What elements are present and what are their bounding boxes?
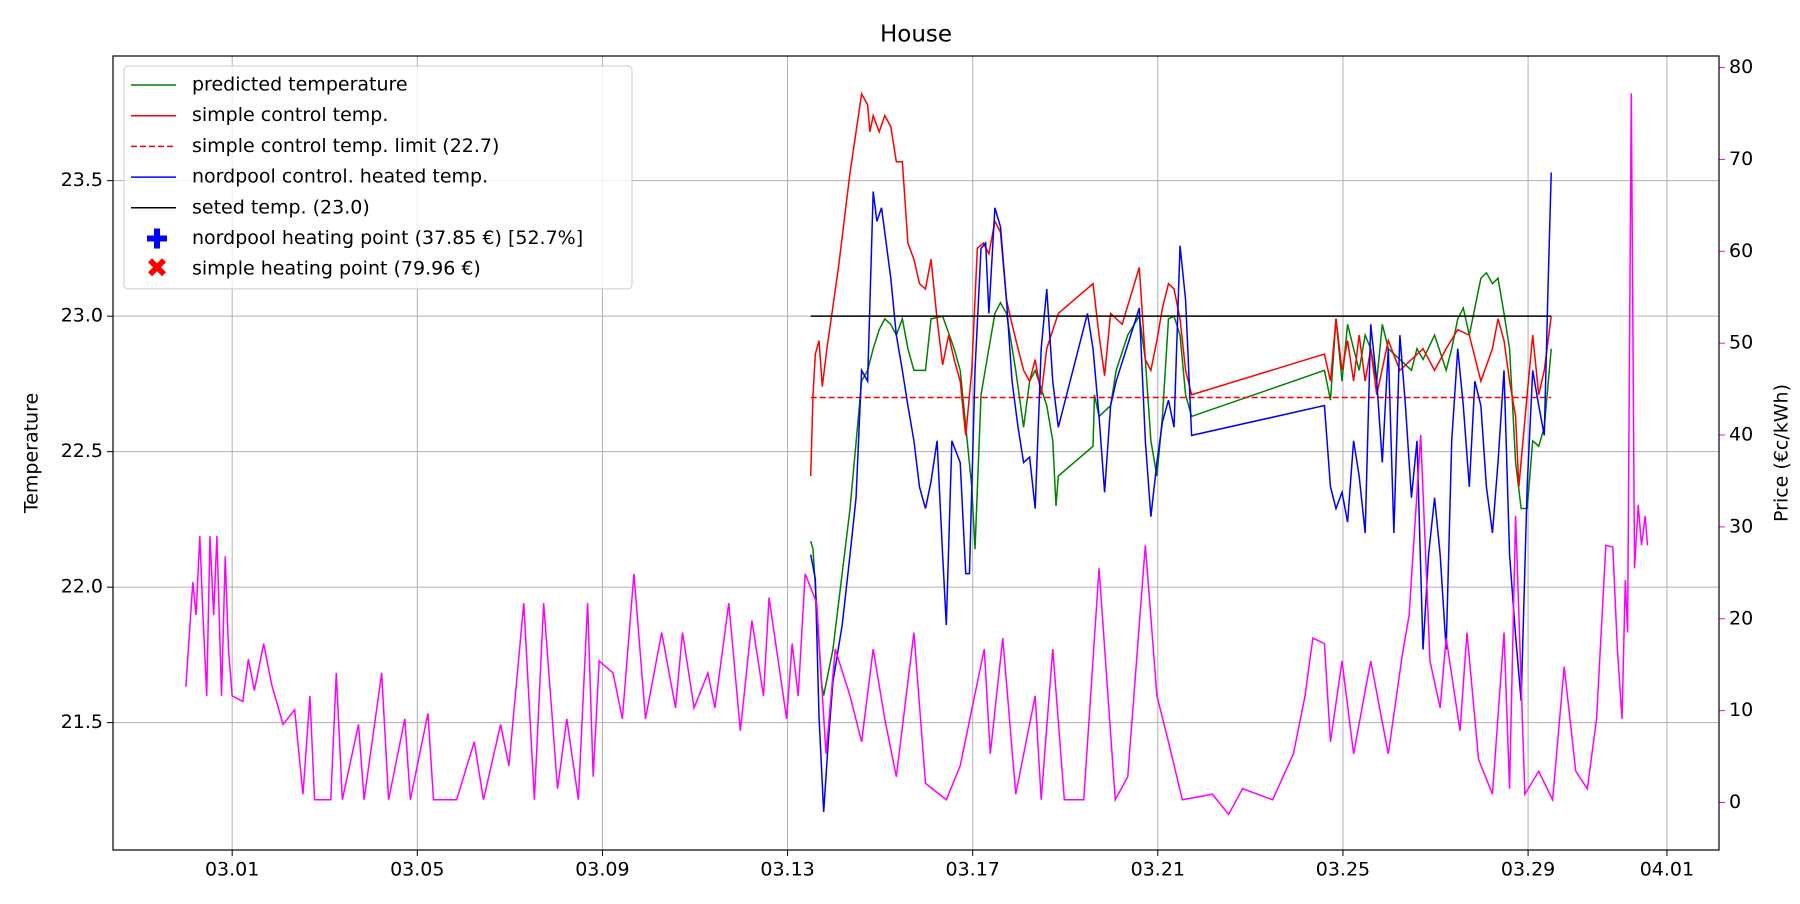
x-tick-label: 03.21 bbox=[1131, 859, 1185, 881]
chart-title: House bbox=[880, 22, 952, 48]
x-tick-label: 03.25 bbox=[1316, 859, 1370, 881]
y-tick-label: 23.5 bbox=[61, 169, 103, 191]
y2-tick-label: 40 bbox=[1729, 424, 1753, 446]
legend-label: seted temp. (23.0) bbox=[192, 196, 370, 218]
y-tick-label: 21.5 bbox=[61, 711, 103, 733]
y2-tick-label: 30 bbox=[1729, 515, 1753, 537]
x-tick-label: 03.29 bbox=[1501, 859, 1555, 881]
y2-tick-label: 70 bbox=[1729, 148, 1753, 170]
series-line bbox=[809, 91, 1552, 487]
y2-axis-label: Price (€c/kWh) bbox=[1771, 384, 1793, 522]
y2-tick-label: 50 bbox=[1729, 332, 1753, 354]
legend-label: simple control temp. bbox=[192, 104, 388, 126]
y2-tick-label: 80 bbox=[1729, 56, 1753, 78]
legend-marker bbox=[147, 228, 167, 249]
legend-box bbox=[123, 65, 633, 290]
series-line bbox=[185, 93, 1649, 816]
y2-tick-label: 10 bbox=[1729, 699, 1753, 721]
x-tick-label: 03.05 bbox=[390, 859, 444, 881]
x-tick-label: 04.01 bbox=[1640, 859, 1694, 881]
y2-tick-label: 20 bbox=[1729, 607, 1753, 629]
legend-label: nordpool heating point (37.85 €) [52.7%] bbox=[192, 227, 583, 249]
y2-tick-label: 60 bbox=[1729, 240, 1753, 262]
x-tick-label: 03.17 bbox=[945, 859, 999, 881]
y-axis-label: Temperature bbox=[21, 393, 43, 514]
legend-label: simple control temp. limit (22.7) bbox=[192, 135, 499, 157]
legend-label: predicted temperature bbox=[192, 74, 408, 96]
x-tick-label: 03.01 bbox=[205, 859, 259, 881]
x-tick-label: 03.09 bbox=[575, 859, 629, 881]
y-tick-label: 23.0 bbox=[61, 305, 103, 327]
y2-tick-label: 0 bbox=[1729, 791, 1741, 813]
legend-marker bbox=[148, 258, 166, 277]
legend-label: simple heating point (79.96 €) bbox=[192, 258, 481, 280]
series-line bbox=[809, 172, 1552, 813]
x-tick-label: 03.13 bbox=[760, 859, 814, 881]
y-tick-label: 22.5 bbox=[61, 440, 103, 462]
legend-label: nordpool control. heated temp. bbox=[192, 166, 488, 188]
y-tick-label: 22.0 bbox=[61, 576, 103, 598]
plot-frame bbox=[112, 55, 1720, 851]
